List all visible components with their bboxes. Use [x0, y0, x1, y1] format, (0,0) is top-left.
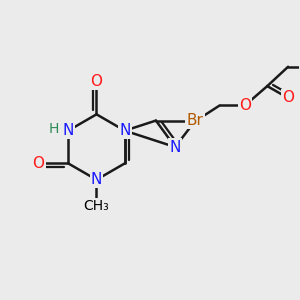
- Text: N: N: [119, 123, 130, 138]
- Text: O: O: [91, 74, 103, 89]
- Text: Br: Br: [187, 113, 204, 128]
- Text: N: N: [169, 140, 181, 154]
- Text: CH₃: CH₃: [84, 200, 110, 214]
- Text: O: O: [239, 98, 251, 113]
- Text: O: O: [282, 91, 294, 106]
- Text: N: N: [91, 172, 102, 187]
- Text: H: H: [48, 122, 58, 136]
- Text: N: N: [62, 123, 74, 138]
- Text: O: O: [32, 156, 44, 171]
